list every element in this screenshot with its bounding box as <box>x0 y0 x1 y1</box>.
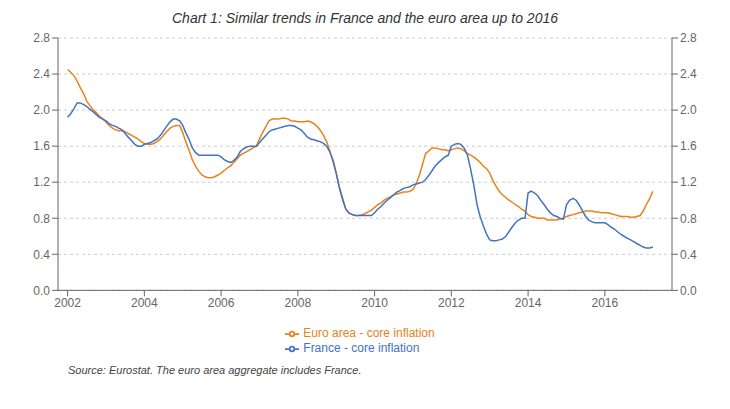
svg-text:2004: 2004 <box>131 296 158 310</box>
svg-text:2.8: 2.8 <box>33 31 50 45</box>
svg-text:2002: 2002 <box>54 296 81 310</box>
svg-text:1.6: 1.6 <box>33 139 50 153</box>
html-text:Euro area - core inflation: Euro area - core inflation <box>303 326 435 341</box>
svg-text:2010: 2010 <box>361 296 388 310</box>
svg-text:0.4: 0.4 <box>33 248 50 262</box>
svg-text:2.0: 2.0 <box>33 103 50 117</box>
svg-text:2016: 2016 <box>591 296 618 310</box>
svg-text:1.6: 1.6 <box>680 139 697 153</box>
svg-text:2012: 2012 <box>438 296 465 310</box>
html-text:Chart 1: Similar trends in Fra: Chart 1: Similar trends in France and th… <box>172 10 558 26</box>
svg-text:2.4: 2.4 <box>33 67 50 81</box>
html-text:France - core inflation: France - core inflation <box>303 341 420 356</box>
svg-text:0.8: 0.8 <box>33 212 50 226</box>
svg-text:2.8: 2.8 <box>680 31 697 45</box>
svg-text:0.4: 0.4 <box>680 248 697 262</box>
svg-text:2006: 2006 <box>208 296 235 310</box>
svg-text:0.0: 0.0 <box>33 284 50 298</box>
svg-text:1.2: 1.2 <box>680 175 697 189</box>
svg-text:2008: 2008 <box>284 296 311 310</box>
html-text:Source: Eurostat. The euro are: Source: Eurostat. The euro area aggregat… <box>68 364 362 376</box>
svg-text:0.0: 0.0 <box>680 284 697 298</box>
svg-text:2.0: 2.0 <box>680 103 697 117</box>
svg-text:1.2: 1.2 <box>33 175 50 189</box>
svg-text:0.8: 0.8 <box>680 212 697 226</box>
svg-text:2.4: 2.4 <box>680 67 697 81</box>
svg-text:2014: 2014 <box>515 296 542 310</box>
